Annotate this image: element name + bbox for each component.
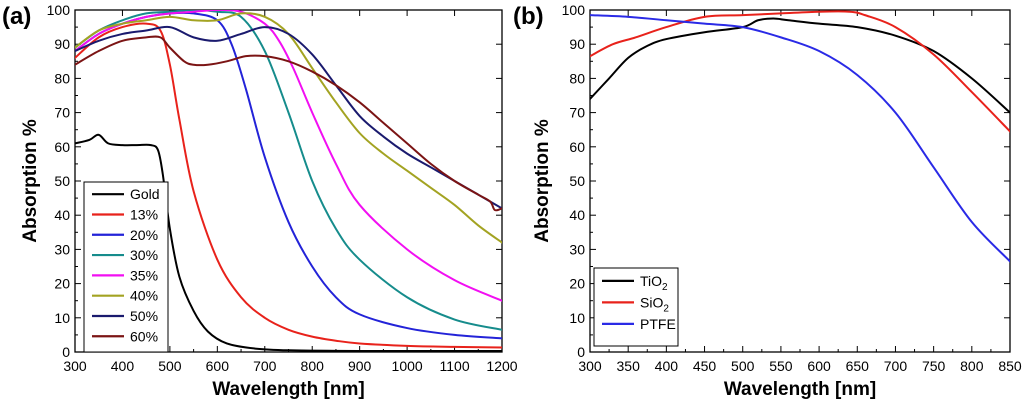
- y-tick-label: 60: [569, 139, 585, 155]
- legend-label: SiO2: [640, 294, 669, 314]
- x-tick-label: 300: [63, 358, 87, 374]
- panel-label: (b): [513, 3, 544, 30]
- series-line-35pct: [75, 10, 502, 302]
- x-tick-label: 500: [731, 358, 755, 374]
- x-tick-label: 800: [301, 358, 325, 374]
- x-tick-label: 900: [348, 358, 372, 374]
- x-tick-label: 300: [578, 358, 602, 374]
- legend-label: 50%: [130, 308, 158, 324]
- legend-label: 13%: [130, 206, 158, 222]
- x-tick-label: 750: [922, 358, 946, 374]
- series-line-50pct: [75, 25, 502, 210]
- series-line-tio2: [590, 17, 1010, 114]
- series-line-ptfe: [590, 14, 1010, 263]
- chart-panel-b: (b) 300 350 400 450 500 550 600 650 700 750 800 850 0…: [513, 2, 1022, 400]
- y-tick-label: 90: [569, 36, 585, 52]
- y-tick-label: 10: [569, 310, 585, 326]
- y-tick-label: 40: [54, 207, 70, 223]
- x-tick-label: 1100: [440, 358, 470, 374]
- series-line-60pct: [75, 35, 502, 212]
- legend: Gold 13% 20% 30% 35% 40% 50% 60%: [83, 181, 169, 353]
- x-tick-label: 1000: [392, 358, 423, 374]
- x-tick-label: 550: [769, 358, 793, 374]
- legend-label: 30%: [130, 247, 158, 263]
- y-tick-label: 20: [569, 276, 585, 292]
- y-tick-label: 40: [569, 207, 585, 223]
- y-axis-title: Absorption %: [20, 119, 41, 243]
- x-tick-label: 450: [693, 358, 717, 374]
- y-tick-label: 80: [569, 70, 585, 86]
- chart-panel-a: (a) 300 400 500 600 700 800 900 1000 1100 1200 0 10 2…: [2, 2, 518, 400]
- series-line-13pct: [75, 22, 502, 349]
- x-tick-label: 700: [253, 358, 277, 374]
- y-tick-label: 0: [577, 344, 585, 360]
- panel-label: (a): [2, 3, 31, 30]
- legend-label: 60%: [130, 328, 158, 344]
- x-tick-label: 700: [884, 358, 908, 374]
- series-line-30pct: [75, 10, 502, 331]
- y-tick-label: 0: [62, 344, 70, 360]
- x-tick-label: 800: [960, 358, 984, 374]
- legend-box: [83, 181, 169, 353]
- y-tick-label: 20: [54, 276, 70, 292]
- x-tick-label: 850: [998, 358, 1022, 374]
- y-tick-label: 80: [54, 70, 70, 86]
- y-tick-label: 100: [562, 2, 586, 18]
- x-tick-label: 400: [655, 358, 679, 374]
- x-tick-label: 400: [111, 358, 135, 374]
- x-axis-title: Wavelength [nm]: [724, 379, 876, 400]
- legend-subscript: 2: [662, 282, 668, 293]
- y-tick-label: 50: [54, 173, 70, 189]
- y-axis-title: Absorption %: [532, 119, 553, 243]
- legend-label: 35%: [130, 267, 158, 283]
- x-tick-label: 1200: [486, 358, 517, 374]
- y-tick-label: 60: [54, 139, 70, 155]
- y-tick-label: 30: [569, 241, 585, 257]
- y-tick-label: 10: [54, 310, 70, 326]
- series-line-sio2: [590, 10, 1010, 133]
- y-tick-label: 50: [569, 173, 585, 189]
- x-tick-label: 600: [206, 358, 230, 374]
- y-tick-label: 90: [54, 36, 70, 52]
- x-axis-title: Wavelength [nm]: [212, 379, 364, 400]
- y-tick-label: 30: [54, 241, 70, 257]
- legend-label: TiO2: [640, 273, 668, 293]
- x-tick-label: 350: [617, 358, 641, 374]
- y-tick-label: 70: [569, 105, 585, 121]
- x-tick-label: 500: [158, 358, 182, 374]
- legend-label: 20%: [130, 227, 158, 243]
- legend-subscript: 2: [663, 303, 669, 314]
- legend-label: 40%: [130, 288, 158, 304]
- x-tick-label: 600: [807, 358, 831, 374]
- legend-label: Gold: [130, 186, 160, 202]
- legend-label: PTFE: [640, 316, 676, 332]
- y-tick-label: 70: [54, 105, 70, 121]
- y-tick-label: 100: [47, 2, 71, 18]
- x-tick-label: 650: [846, 358, 870, 374]
